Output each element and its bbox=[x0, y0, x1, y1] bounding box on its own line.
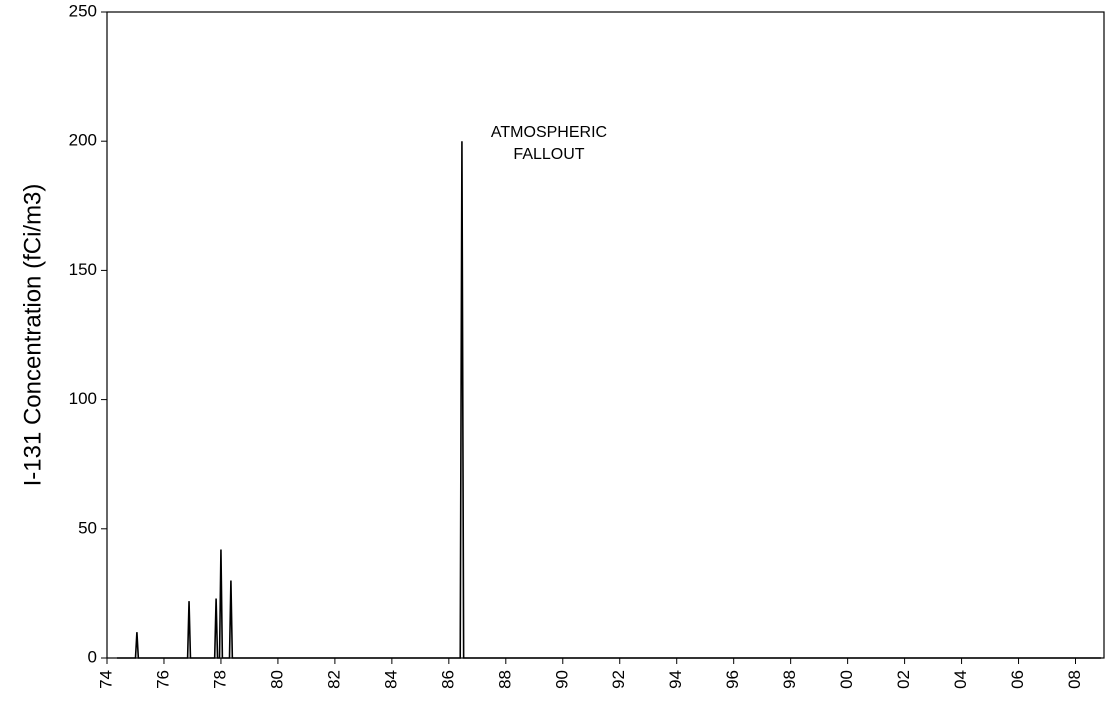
x-tick-label: 88 bbox=[495, 670, 514, 689]
x-tick-label: 00 bbox=[837, 670, 856, 689]
y-tick-label: 0 bbox=[88, 647, 97, 666]
annotation: FALLOUT bbox=[513, 146, 584, 163]
x-tick-label: 86 bbox=[438, 670, 457, 689]
x-tick-label: 82 bbox=[324, 670, 343, 689]
x-tick-label: 84 bbox=[381, 670, 400, 689]
x-tick-label: 02 bbox=[894, 670, 913, 689]
y-tick-label: 200 bbox=[69, 131, 97, 150]
x-tick-label: 96 bbox=[723, 670, 742, 689]
x-tick-label: 98 bbox=[780, 670, 799, 689]
data-line bbox=[116, 141, 1102, 659]
x-tick-label: 80 bbox=[267, 670, 286, 689]
x-tick-label: 04 bbox=[951, 670, 970, 689]
x-tick-label: 06 bbox=[1008, 670, 1027, 689]
x-tick-label: 94 bbox=[666, 670, 685, 689]
y-axis-label: I-131 Concentration (fCi/m3) bbox=[19, 184, 46, 487]
plot-frame bbox=[106, 11, 1105, 659]
x-tick-label: 76 bbox=[153, 670, 172, 689]
y-tick-label: 250 bbox=[69, 1, 97, 20]
y-tick-label: 150 bbox=[69, 260, 97, 279]
x-tick-label: 74 bbox=[96, 670, 115, 689]
x-tick-label: 90 bbox=[552, 670, 571, 689]
y-tick-label: 50 bbox=[78, 518, 97, 537]
y-tick-label: 100 bbox=[69, 389, 97, 408]
x-tick-label: 08 bbox=[1065, 670, 1084, 689]
x-tick-label: 78 bbox=[210, 670, 229, 689]
annotation: ATMOSPHERIC bbox=[491, 124, 607, 141]
x-tick-label: 92 bbox=[609, 670, 628, 689]
